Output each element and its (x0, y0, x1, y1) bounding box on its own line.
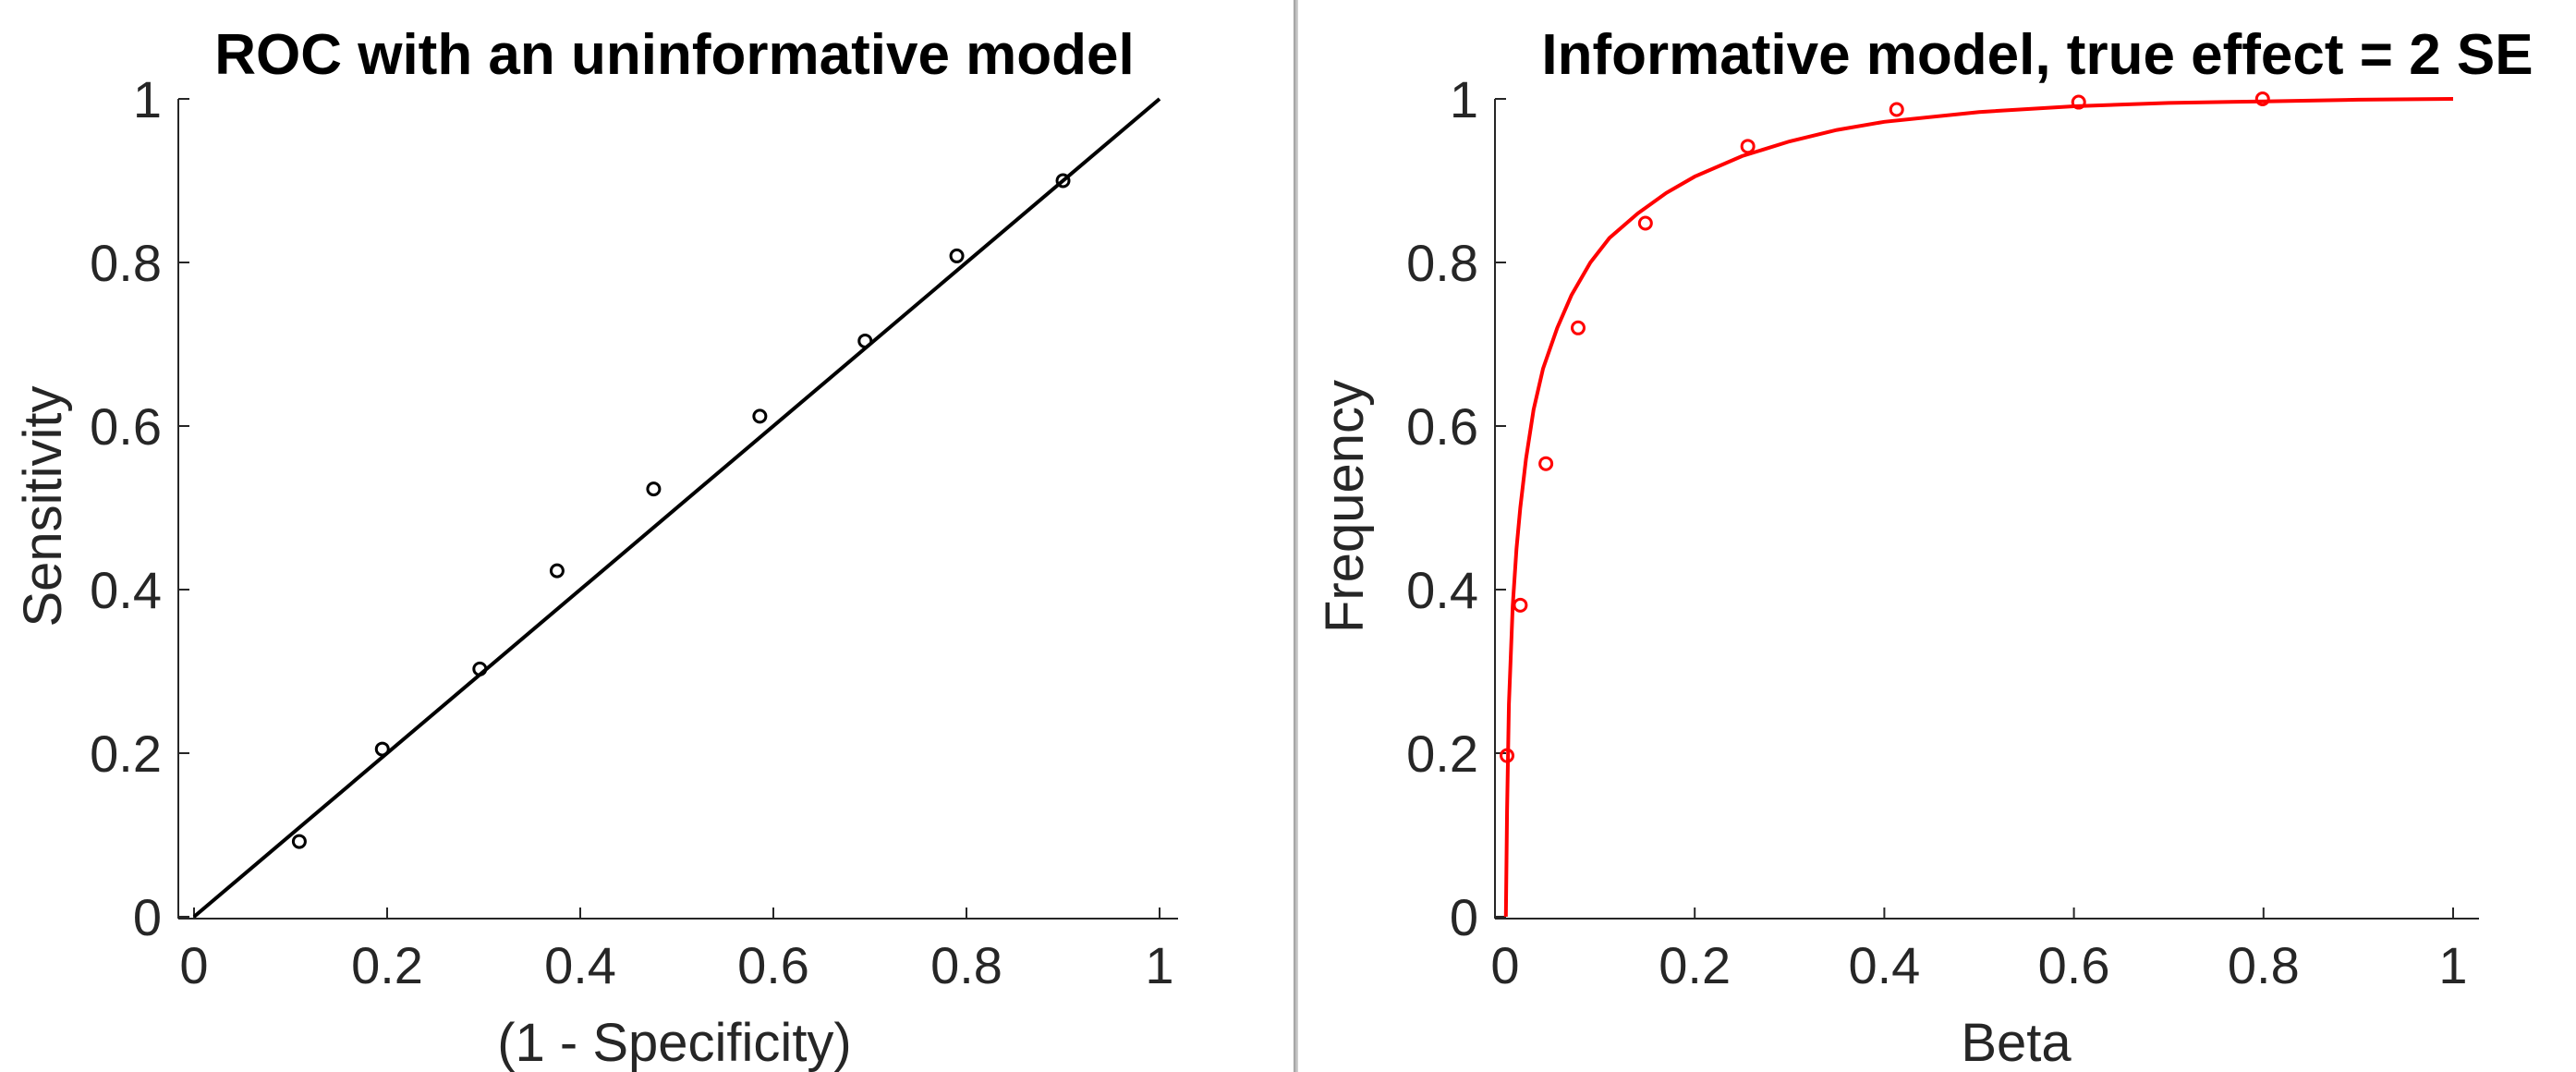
y-tick-label: 0.6 (90, 397, 162, 456)
data-point (1571, 320, 1586, 335)
series-line (192, 97, 1161, 919)
x-tick-label: 1 (2438, 936, 2467, 994)
x-axis-label: (1 - Specificity) (497, 1013, 852, 1072)
data-point (291, 834, 307, 849)
chart-title: ROC with an uninformative model (214, 23, 1135, 87)
x-tick-label: 0.2 (351, 936, 423, 994)
y-tick-label: 0.8 (90, 234, 162, 292)
y-tick-label: 1 (133, 70, 162, 128)
data-point (1538, 456, 1554, 471)
x-tick-label: 0.8 (930, 936, 1002, 994)
roc-chart: ROC with an uninformative model (1 - Spe… (13, 23, 1178, 1072)
x-tick-label: 0 (179, 936, 208, 994)
data-point (752, 408, 768, 424)
y-tick-label: 0.4 (1406, 561, 1478, 619)
data-point (1740, 139, 1756, 154)
data-point (1889, 102, 1904, 117)
y-tick-label: 0 (1450, 888, 1478, 946)
x-tick-label: 0.2 (1659, 936, 1731, 994)
x-axis-label: Beta (1961, 1013, 2072, 1072)
chart-panel-left: ROC with an uninformative model (1 - Spe… (13, 23, 1178, 1072)
x-tick-label: 1 (1145, 936, 1173, 994)
y-tick-label: 0 (133, 888, 162, 946)
data-point (1055, 173, 1071, 189)
data-point (1513, 597, 1528, 613)
y-axis-label: Sensitivity (13, 385, 73, 627)
y-tick-label: 0.2 (1406, 725, 1478, 783)
x-tick-label: 0.6 (737, 936, 809, 994)
chart-title: Informative model, true effect = 2 SE (1541, 23, 2533, 87)
data-point (549, 563, 565, 579)
x-tick-label: 0.6 (2038, 936, 2110, 994)
y-tick-label: 0.4 (90, 561, 162, 619)
chart-panel-right: Informative model, true effect = 2 SE Be… (1298, 0, 2576, 1072)
data-point (646, 481, 662, 497)
y-tick-label: 0.2 (90, 725, 162, 783)
y-tick-label: 1 (1450, 70, 1478, 128)
y-axis-label: Frequency (1315, 380, 1375, 633)
x-tick-label: 0.4 (1848, 936, 1920, 994)
y-tick-label: 0.8 (1406, 234, 1478, 292)
data-point (1637, 215, 1653, 231)
y-tick-label: 0.6 (1406, 397, 1478, 456)
x-tick-label: 0 (1490, 936, 1519, 994)
x-tick-label: 0.4 (544, 936, 616, 994)
data-point (2071, 94, 2086, 110)
x-tick-label: 0.8 (2228, 936, 2300, 994)
data-point (2254, 91, 2270, 106)
data-point (949, 248, 965, 263)
series-line (1503, 97, 2454, 918)
beta-frequency-chart: Informative model, true effect = 2 SE Be… (1315, 23, 2533, 1072)
